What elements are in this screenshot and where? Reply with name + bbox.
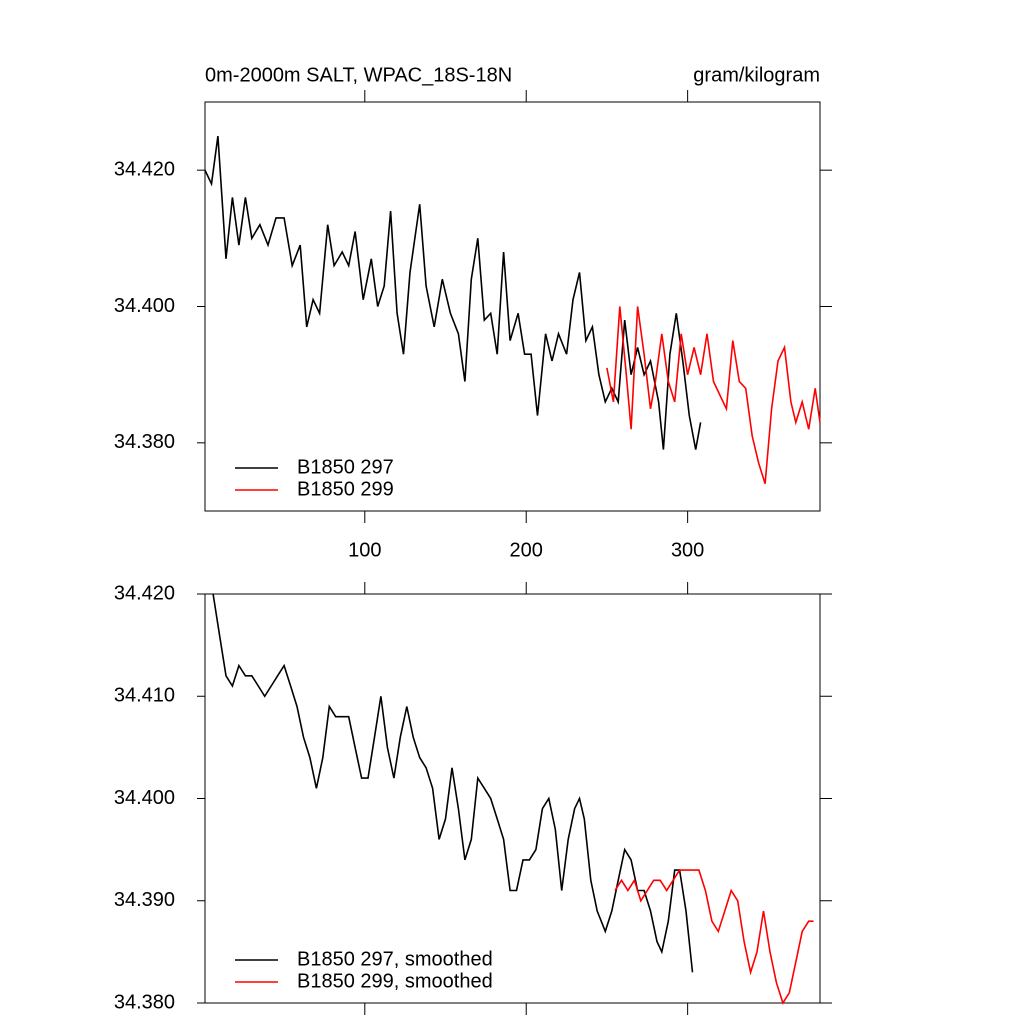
y-tick-label: 34.400: [114, 295, 175, 317]
legend-label: B1850 299, smoothed: [297, 970, 493, 992]
y-tick-label: 34.410: [114, 685, 175, 707]
x-tick-label: 100: [348, 539, 381, 561]
y-tick-label: 34.420: [114, 158, 175, 180]
chart-title: 0m-2000m SALT, WPAC_18S-18N: [205, 64, 512, 86]
legend-label: B1850 299: [297, 478, 394, 500]
y-tick-label: 34.380: [114, 991, 175, 1013]
y-tick-label: 34.390: [114, 889, 175, 911]
y-tick-label: 34.380: [114, 431, 175, 453]
x-tick-label: 300: [671, 539, 704, 561]
y-tick-label: 34.400: [114, 787, 175, 809]
legend-label: B1850 297: [297, 456, 394, 478]
x-tick-label: 200: [510, 539, 543, 561]
y-tick-label: 34.420: [114, 582, 175, 604]
plot-frame: [204, 593, 821, 1004]
units-label: gram/kilogram: [693, 64, 820, 86]
legend-label: B1850 297, smoothed: [297, 948, 493, 970]
series-line: [212, 593, 694, 973]
plot-frame: [204, 101, 821, 512]
series-line: [614, 869, 814, 1005]
series-line: [204, 135, 702, 450]
series-line: [606, 306, 821, 484]
